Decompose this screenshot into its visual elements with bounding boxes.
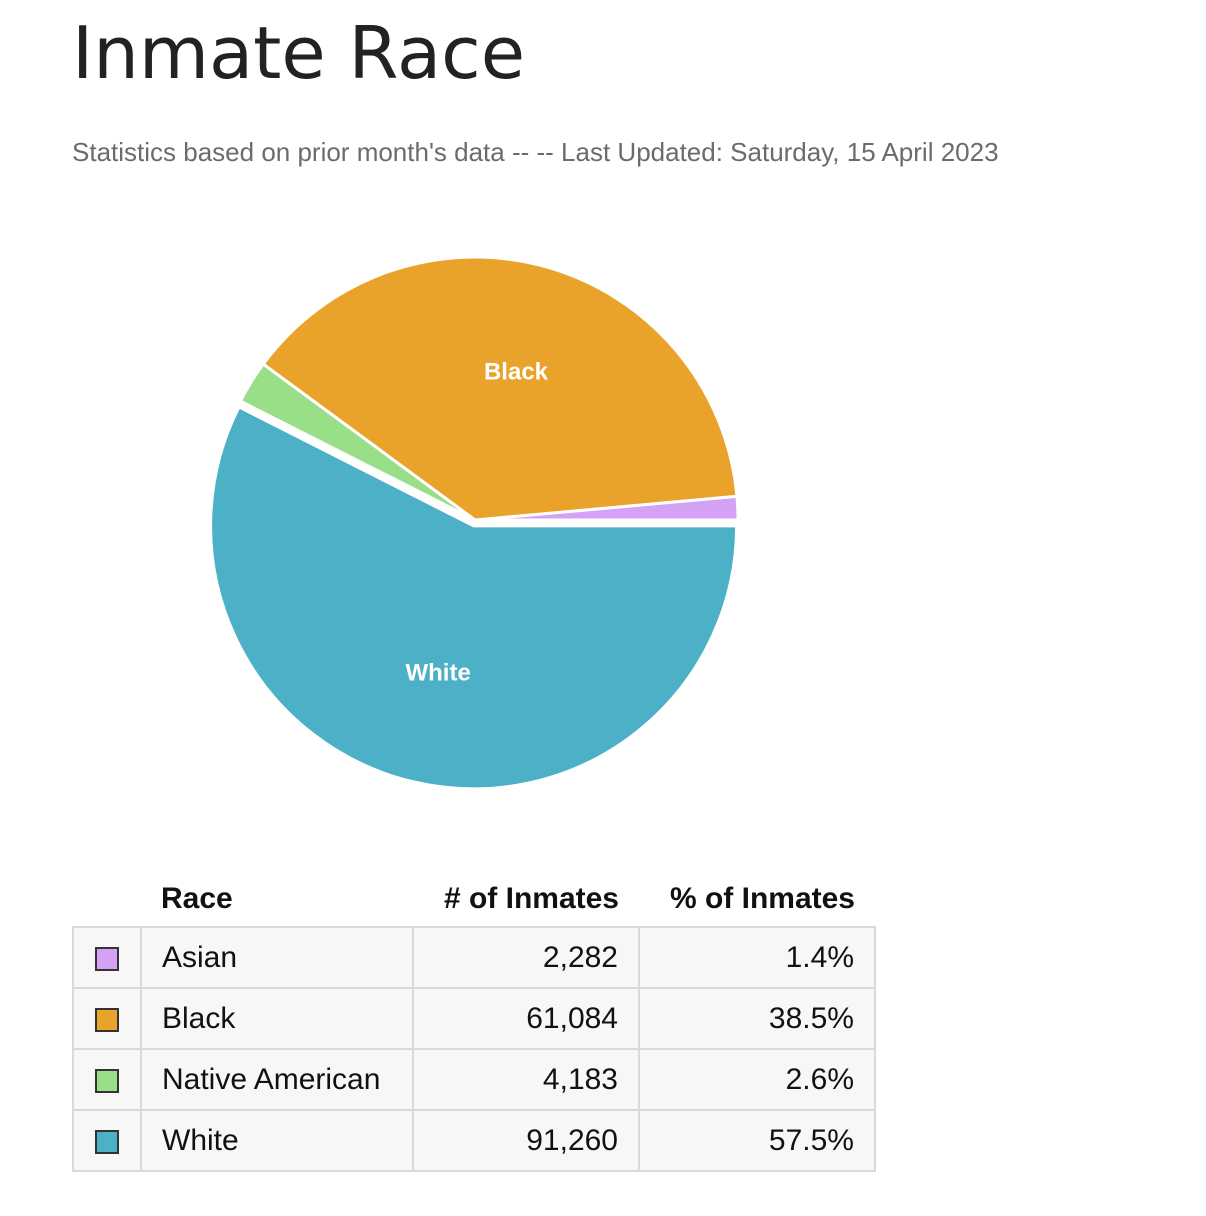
race-table: Race # of Inmates % of Inmates Asian 2,2… — [72, 872, 876, 1172]
count-cell: 91,260 — [412, 1109, 640, 1172]
count-cell: 61,084 — [412, 987, 640, 1050]
race-pie-chart: Black White — [209, 255, 740, 791]
pie-slice-white — [209, 405, 739, 791]
table-row: Native American 4,183 2.6% — [72, 1048, 876, 1111]
swatch-cell — [72, 1109, 142, 1172]
swatch-header — [73, 872, 141, 927]
page-title: Inmate Race — [72, 11, 525, 95]
table-header-row: Race # of Inmates % of Inmates — [73, 872, 875, 927]
pie-label-black: Black — [484, 358, 549, 385]
color-swatch — [95, 1129, 119, 1154]
color-swatch — [95, 1007, 119, 1032]
pie-slice-native-american — [238, 362, 477, 522]
table-row: White 91,260 57.5% — [72, 1109, 876, 1172]
percent-cell: 2.6% — [638, 1048, 876, 1111]
table-row: Asian 2,282 1.4% — [72, 926, 876, 989]
swatch-cell — [72, 987, 142, 1050]
swatch-cell — [72, 926, 142, 989]
color-swatch — [95, 946, 119, 971]
percent-cell: 1.4% — [638, 926, 876, 989]
pie-label-white: White — [405, 660, 470, 687]
race-column-header: Race — [161, 882, 233, 915]
swatch-cell — [72, 1048, 142, 1111]
percent-column-header: % of Inmates — [669, 882, 855, 915]
pie-slice-black — [261, 255, 739, 522]
race-name-cell: Native American — [140, 1048, 414, 1111]
color-swatch — [95, 1068, 119, 1093]
race-name-cell: Black — [140, 987, 414, 1050]
count-cell: 4,183 — [412, 1048, 640, 1111]
table-row: Black 61,084 38.5% — [72, 987, 876, 1050]
race-name-cell: White — [140, 1109, 414, 1172]
race-name-cell: Asian — [140, 926, 414, 989]
percent-cell: 57.5% — [638, 1109, 876, 1172]
count-cell: 2,282 — [412, 926, 640, 989]
percent-cell: 38.5% — [638, 987, 876, 1050]
count-column-header: # of Inmates — [443, 882, 619, 915]
last-updated-subtitle: Statistics based on prior month's data -… — [72, 137, 999, 167]
